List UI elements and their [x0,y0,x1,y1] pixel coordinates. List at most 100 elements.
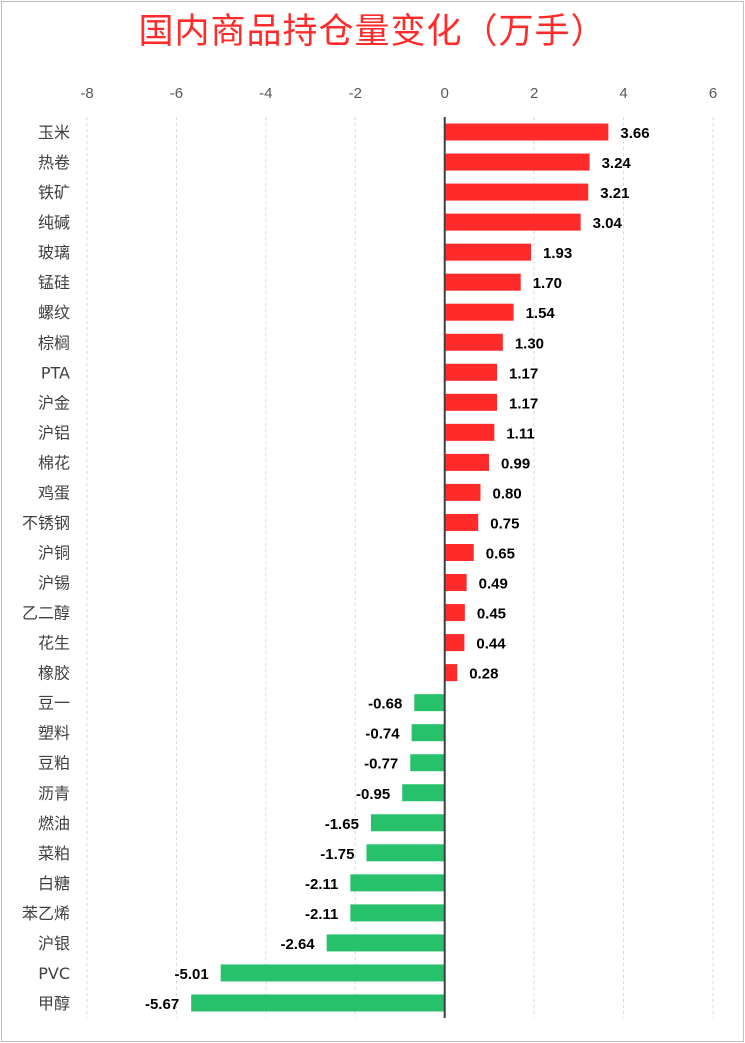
bar [444,153,590,171]
data-label: -2.11 [305,906,338,923]
category-label: 白糖 [38,874,70,893]
data-label: 3.66 [620,125,649,142]
data-label: 0.44 [476,636,506,653]
category-label: 纯碱 [38,213,70,232]
bar [411,724,445,742]
bar [444,333,503,351]
x-tick-label: -2 [349,85,362,102]
data-label: -1.75 [320,846,354,863]
category-label: PVC [38,964,70,983]
category-label: 沪铝 [38,423,70,442]
category-label: PTA [41,363,70,382]
data-label: -2.11 [305,876,338,893]
bar [444,363,498,381]
bar [444,183,589,201]
category-label: 玻璃 [38,243,70,262]
x-tick-label: 0 [441,85,449,102]
category-label: 沥青 [38,784,70,803]
x-tick-label: -4 [259,85,272,102]
data-label: 0.45 [477,606,506,623]
bar [444,393,498,411]
category-label: 鸡蛋 [38,483,70,502]
category-label: 热卷 [38,153,70,172]
data-label: -5.67 [145,996,179,1013]
data-label: 3.21 [600,185,629,202]
category-label: 不锈钢 [22,513,70,532]
category-label: 棕榈 [38,333,70,352]
category-label: 菜粕 [38,844,70,863]
bar [444,123,609,141]
data-label: 1.93 [543,245,572,262]
data-label: 1.54 [526,305,556,322]
bar [444,483,481,501]
bar [326,934,445,952]
category-label: 花生 [38,634,70,653]
bar [444,634,465,652]
bar [350,874,445,892]
data-label: 0.75 [490,515,519,532]
data-label: 0.65 [486,545,515,562]
data-label: -1.65 [325,816,359,833]
data-label: -0.77 [364,756,398,773]
bar [444,664,458,682]
value-labels: 3.66 3.24 3.21 3.04 1.93 1.70 1.54 1.30 1.17 1.17… [145,125,650,1013]
x-tick-label: 2 [530,85,538,102]
bar [410,754,445,772]
bar [366,844,445,862]
category-label: 棉花 [38,453,70,472]
data-label: -2.64 [280,936,315,953]
data-label: 1.17 [509,365,538,382]
category-label: 螺纹 [38,303,70,322]
data-label: -0.74 [365,726,400,743]
data-label: -5.01 [174,966,208,983]
category-label: 沪金 [38,393,70,412]
category-label: 锰硅 [38,273,70,292]
category-label: 燃油 [38,814,70,833]
data-label: -0.68 [368,696,402,713]
bar [444,543,474,561]
bar [444,604,465,622]
bars [191,123,609,1012]
category-label: 豆粕 [38,754,70,773]
data-label: -0.95 [356,786,390,803]
bar [444,574,467,592]
category-label: 沪锡 [38,574,70,593]
category-label: 橡胶 [38,664,70,683]
bar [444,303,514,321]
category-label: 乙二醇 [22,604,70,623]
bar [444,273,521,291]
data-label: 1.17 [509,395,538,412]
data-label: 1.30 [515,335,544,352]
category-label: 苯乙烯 [22,904,70,923]
data-label: 1.11 [506,425,534,442]
x-tick-label: 4 [619,85,627,102]
x-tick-label: 6 [709,85,717,102]
bar [444,213,581,231]
bar [444,243,532,261]
category-label: 沪银 [38,934,70,953]
data-label: 1.70 [533,275,562,292]
x-tick-label: -6 [170,85,183,102]
x-tick-label: -8 [80,85,93,102]
category-label: 铁矿 [38,183,70,202]
bar [444,453,489,471]
data-label: 3.04 [593,215,623,232]
category-label: 沪铜 [38,543,70,562]
category-label: 玉米 [38,123,70,142]
category-label: 塑料 [38,724,70,743]
category-label: 豆一 [38,694,70,713]
data-label: 0.49 [479,576,508,593]
bar [370,814,445,832]
data-label: 0.99 [501,455,530,472]
bar [444,513,479,531]
x-axis-ticks: -8 -6 -4 -2 0 2 4 6 [80,85,717,102]
category-label: 甲醇 [38,994,70,1013]
data-label: 3.24 [602,155,632,172]
bar [402,784,445,802]
bar [191,994,445,1012]
data-label: 0.80 [492,485,521,502]
bar [444,423,495,441]
